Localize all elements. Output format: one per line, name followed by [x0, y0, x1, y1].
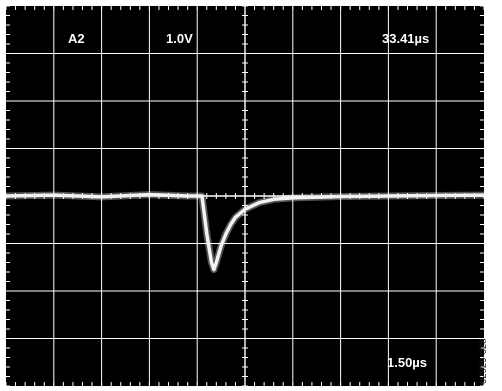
figure-id: 02929-028 [478, 338, 489, 384]
trace-group [5, 191, 485, 274]
channel-readout: A2 [68, 31, 85, 46]
signal-trace [5, 192, 485, 272]
volts-per-div-readout: 1.0V [166, 31, 193, 46]
trigger-time-readout: 33.41µs [382, 31, 429, 46]
time-per-div-readout: 1.50µs [387, 355, 427, 370]
